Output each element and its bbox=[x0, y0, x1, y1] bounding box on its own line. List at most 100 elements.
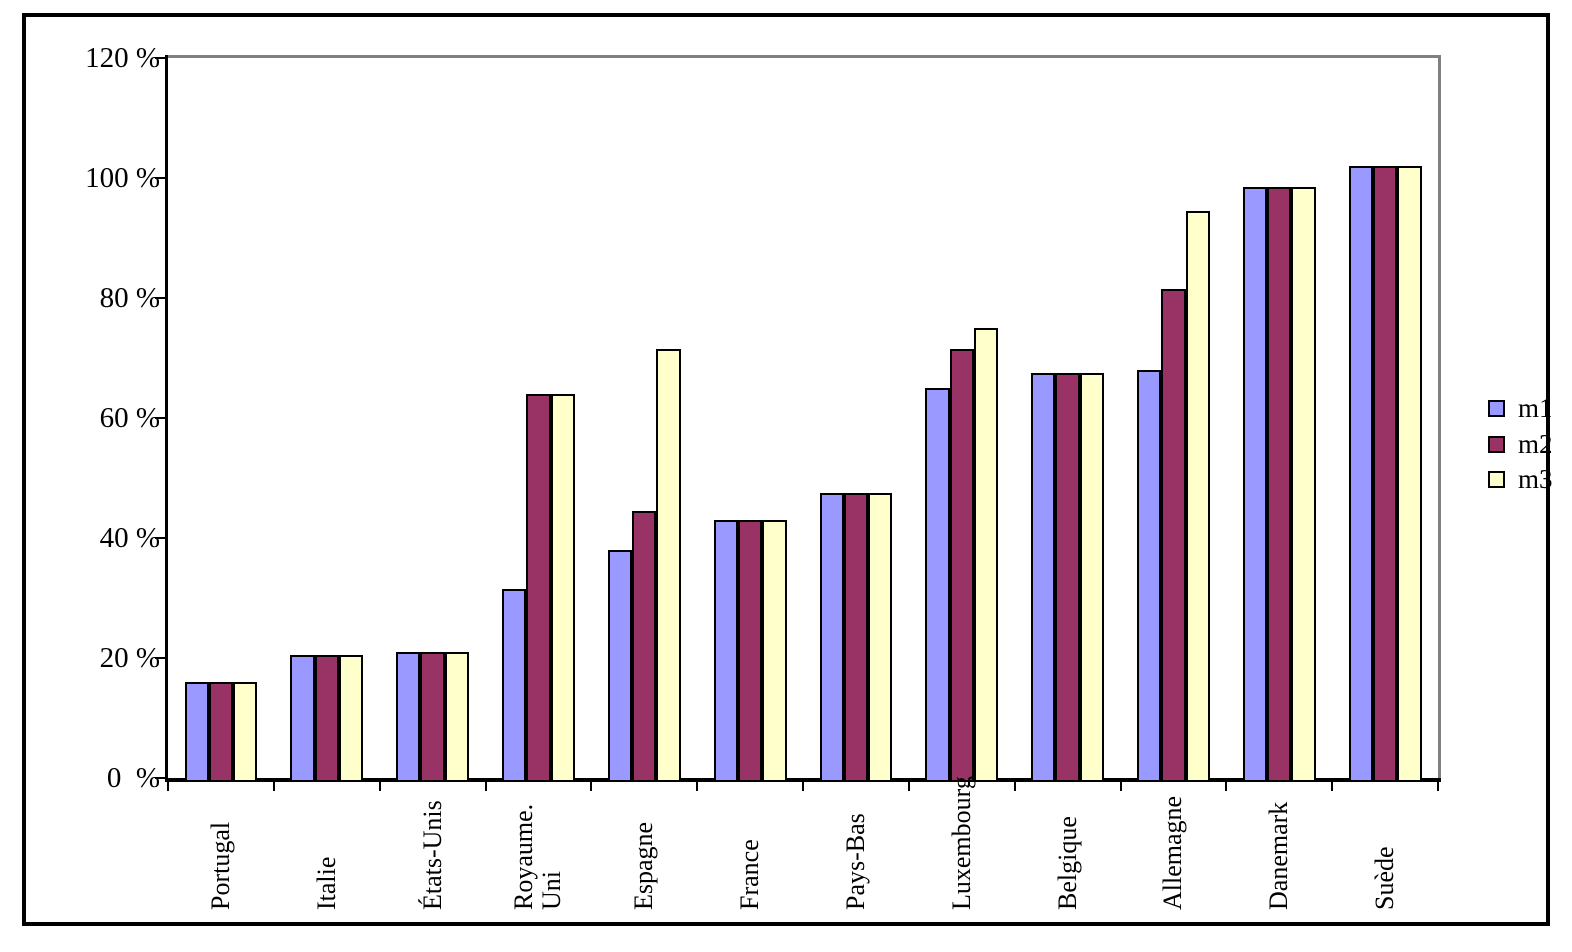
x-axis-label-line: Uni bbox=[537, 871, 567, 910]
chart-outer-frame: m1 m2 m3 120 % 100 % 80 % 60 % 40 % 20 % 0 % Po… bbox=[22, 13, 1553, 926]
bar-m3-italie bbox=[338, 655, 364, 782]
x-axis-label-line: Allemagne bbox=[1158, 795, 1188, 910]
y-axis-tick bbox=[155, 297, 165, 299]
bar-m1-belgique bbox=[1031, 373, 1056, 782]
bar-m1-portugal bbox=[184, 682, 209, 782]
bar-m2-danemark bbox=[1267, 187, 1292, 782]
plot-border-right bbox=[1438, 55, 1441, 781]
x-axis-label-line: Danemark bbox=[1264, 801, 1294, 910]
bar-m3-etats-unis bbox=[444, 652, 470, 782]
bar-m2-suede bbox=[1372, 166, 1398, 782]
bar-m2-etats-unis bbox=[420, 652, 445, 782]
bar-m3-royaume-uni bbox=[550, 394, 575, 782]
x-axis-label-france: France bbox=[735, 770, 765, 910]
legend-swatch-m2 bbox=[1488, 435, 1505, 453]
y-axis-line bbox=[165, 55, 168, 782]
x-axis-label-line: Italie bbox=[311, 856, 341, 910]
x-axis-label-royaume-uni: Royaume. Uni bbox=[509, 770, 567, 910]
y-axis-tick bbox=[155, 657, 165, 659]
x-axis-tick bbox=[907, 782, 910, 791]
bar-m2-italie bbox=[314, 655, 339, 782]
bar-m1-luxembourg bbox=[925, 388, 950, 782]
bar-m3-france bbox=[762, 520, 787, 782]
legend-swatch-m3 bbox=[1488, 470, 1505, 488]
x-axis-label-line: Suède bbox=[1370, 846, 1400, 910]
bar-m3-allemagne bbox=[1185, 211, 1210, 782]
bar-m3-suede bbox=[1397, 166, 1422, 782]
legend-label-m3: m3 bbox=[1518, 463, 1553, 494]
x-axis-label-line: Royaume. bbox=[509, 803, 539, 910]
x-axis-line bbox=[165, 778, 1441, 782]
x-axis-label-line: Portugal bbox=[205, 821, 235, 910]
bar-m3-pays-bas bbox=[868, 493, 893, 782]
bar-m1-france bbox=[713, 520, 738, 782]
legend-item-m1: m1 bbox=[1488, 393, 1553, 423]
bar-m3-danemark bbox=[1291, 187, 1316, 782]
bar-m3-luxembourg bbox=[973, 328, 999, 782]
bar-m1-etats-unis bbox=[396, 652, 421, 782]
x-axis-label-line: Belgique bbox=[1052, 816, 1082, 910]
plot-border-top bbox=[166, 55, 1441, 58]
x-axis-tick bbox=[378, 782, 381, 791]
bar-m2-belgique bbox=[1055, 373, 1080, 782]
x-axis-label-line: Luxembourg bbox=[946, 776, 976, 910]
x-axis-label-allemagne: Allemagne bbox=[1158, 770, 1188, 910]
bar-m2-pays-bas bbox=[843, 493, 869, 782]
y-axis-label: 0 % bbox=[106, 762, 160, 794]
legend-item-m3: m3 bbox=[1488, 464, 1553, 494]
y-axis-tick bbox=[155, 537, 165, 539]
x-axis-label-line: France bbox=[735, 839, 765, 910]
x-axis-tick bbox=[1013, 782, 1016, 791]
bar-m1-italie bbox=[290, 655, 315, 782]
legend-label-m2: m2 bbox=[1518, 428, 1553, 459]
y-axis-tick bbox=[155, 57, 165, 59]
x-axis-tick bbox=[272, 782, 275, 791]
bar-m2-portugal bbox=[208, 682, 234, 782]
bar-m2-allemagne bbox=[1161, 289, 1186, 782]
x-axis-label-pays-bas: Pays-Bas bbox=[840, 770, 870, 910]
x-axis-tick bbox=[1437, 782, 1439, 791]
bar-m1-pays-bas bbox=[819, 493, 844, 782]
bar-m3-belgique bbox=[1079, 373, 1105, 782]
y-axis-label: 80 % bbox=[99, 282, 160, 314]
y-axis-tick bbox=[155, 177, 165, 179]
x-axis-label-line: Pays-Bas bbox=[840, 813, 870, 910]
y-axis-label: 20 % bbox=[99, 642, 160, 674]
x-axis-tick bbox=[802, 782, 804, 791]
bar-m2-royaume-uni bbox=[526, 394, 551, 782]
x-axis-tick bbox=[1331, 782, 1334, 791]
bar-m1-royaume-uni bbox=[502, 589, 527, 782]
y-axis-label: 120 % bbox=[85, 42, 160, 74]
x-axis-tick bbox=[1119, 782, 1122, 791]
bar-m1-suede bbox=[1348, 166, 1373, 782]
bar-m2-espagne bbox=[632, 511, 657, 782]
bar-m3-espagne bbox=[656, 349, 681, 782]
bar-m2-luxembourg bbox=[949, 349, 974, 782]
y-axis-tick bbox=[155, 417, 165, 419]
bar-m1-danemark bbox=[1242, 187, 1268, 782]
bar-m2-france bbox=[737, 520, 763, 782]
y-axis-label: 60 % bbox=[99, 402, 160, 434]
x-axis-label-etats-unis: États-Unis bbox=[417, 770, 447, 910]
x-axis-tick bbox=[1225, 782, 1228, 791]
bar-m1-espagne bbox=[607, 550, 633, 782]
x-axis-tick bbox=[696, 782, 699, 791]
x-axis-label-line: Espagne bbox=[629, 821, 659, 910]
legend-item-m2: m2 bbox=[1488, 429, 1553, 459]
legend-label-m1: m1 bbox=[1518, 392, 1553, 423]
x-axis-tick bbox=[167, 782, 169, 791]
legend-swatch-m1 bbox=[1488, 399, 1505, 417]
x-axis-label-line: États-Unis bbox=[417, 800, 447, 910]
x-axis-label-portugal: Portugal bbox=[205, 770, 235, 910]
x-axis-tick bbox=[484, 782, 487, 791]
x-axis-tick bbox=[590, 782, 593, 791]
x-axis-label-suede: Suède bbox=[1370, 770, 1400, 910]
y-axis-tick bbox=[155, 777, 165, 779]
y-axis-label: 100 % bbox=[85, 162, 160, 194]
bar-m3-portugal bbox=[233, 682, 258, 782]
y-axis-label: 40 % bbox=[99, 522, 160, 554]
x-axis-label-danemark: Danemark bbox=[1264, 770, 1294, 910]
x-axis-label-italie: Italie bbox=[311, 770, 341, 910]
bar-m1-allemagne bbox=[1137, 370, 1162, 782]
